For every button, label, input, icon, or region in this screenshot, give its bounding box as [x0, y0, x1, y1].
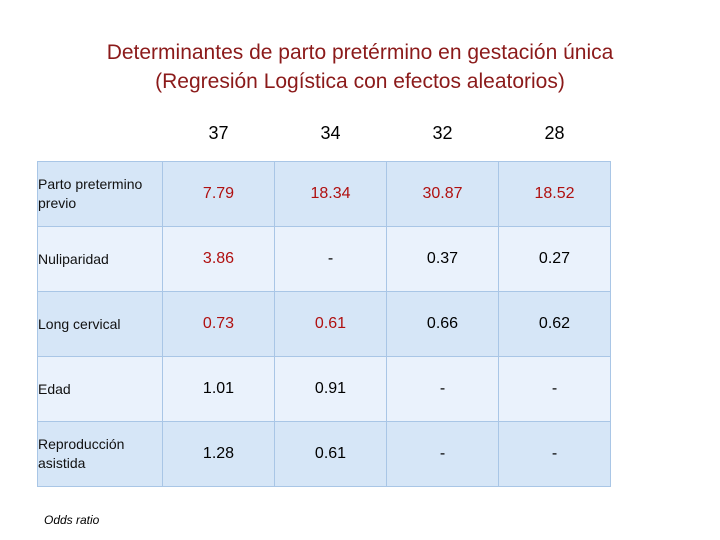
title-line-2: (Regresión Logística con efectos aleator…: [155, 70, 565, 93]
slide-title: Determinantes de parto pretérmino en ges…: [0, 38, 720, 96]
header-week-32: 32: [386, 105, 499, 162]
table-row: Edad 1.01 0.91 - -: [37, 356, 611, 422]
header-week-28: 28: [498, 105, 611, 162]
cell-value: 18.34: [274, 161, 387, 227]
cell-value: 1.01: [162, 356, 275, 422]
footnote-odds-ratio: Odds ratio: [44, 513, 100, 527]
cell-value: 1.28: [162, 421, 275, 487]
odds-ratio-table: 37 34 32 28 Parto pretermino previo 7.79…: [37, 105, 611, 487]
row-label: Long cervical: [37, 291, 163, 357]
cell-value: 18.52: [498, 161, 611, 227]
cell-value: 0.91: [274, 356, 387, 422]
cell-value: 0.66: [386, 291, 499, 357]
title-line-1: Determinantes de parto pretérmino en ges…: [106, 41, 614, 64]
header-week-34: 34: [274, 105, 387, 162]
cell-value: 0.37: [386, 226, 499, 292]
table-row: Long cervical 0.73 0.61 0.66 0.62: [37, 291, 611, 357]
cell-value: 0.61: [274, 421, 387, 487]
row-label: Edad: [37, 356, 163, 422]
cell-value: 30.87: [386, 161, 499, 227]
cell-value: 7.79: [162, 161, 275, 227]
header-corner: [37, 105, 163, 162]
row-label: Reproducción asistida: [37, 421, 163, 487]
cell-value: 3.86: [162, 226, 275, 292]
cell-value: -: [386, 356, 499, 422]
cell-value: -: [498, 421, 611, 487]
cell-value: 0.61: [274, 291, 387, 357]
table-row: Nuliparidad 3.86 - 0.37 0.27: [37, 226, 611, 292]
cell-value: -: [386, 421, 499, 487]
table-header-row: 37 34 32 28: [37, 105, 611, 162]
cell-value: 0.62: [498, 291, 611, 357]
header-week-37: 37: [162, 105, 275, 162]
table-row: Reproducción asistida 1.28 0.61 - -: [37, 421, 611, 487]
cell-value: 0.27: [498, 226, 611, 292]
row-label: Parto pretermino previo: [37, 161, 163, 227]
row-label: Nuliparidad: [37, 226, 163, 292]
cell-value: 0.73: [162, 291, 275, 357]
table-row: Parto pretermino previo 7.79 18.34 30.87…: [37, 161, 611, 227]
cell-value: -: [498, 356, 611, 422]
cell-value: -: [274, 226, 387, 292]
